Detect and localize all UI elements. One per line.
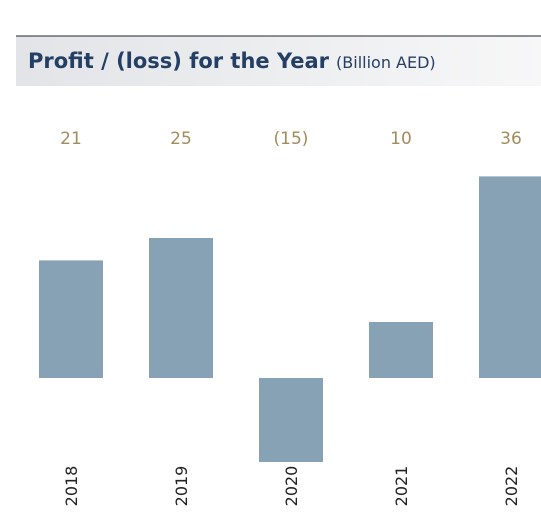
bar — [39, 260, 103, 378]
x-tick-label: 2020 — [282, 466, 301, 507]
title-text: Profit / (loss) for the Year — [28, 49, 330, 73]
x-tick-label: 2021 — [392, 466, 411, 507]
bar — [479, 176, 541, 378]
chart-title: Profit / (loss) for the Year (Billion AED… — [28, 49, 436, 73]
bar — [369, 322, 433, 378]
bar — [259, 378, 323, 462]
title-band — [16, 36, 541, 86]
x-tick-label: 2022 — [502, 466, 521, 507]
x-tick-label: 2019 — [172, 466, 191, 507]
value-label: 21 — [60, 129, 82, 149]
value-label: (15) — [274, 129, 309, 149]
x-tick-label: 2018 — [62, 466, 81, 507]
value-label: 36 — [500, 129, 522, 149]
value-label: 10 — [390, 129, 412, 149]
bar — [149, 238, 213, 378]
chart-subtitle: (Billion AED) — [336, 53, 436, 72]
value-label: 25 — [170, 129, 192, 149]
